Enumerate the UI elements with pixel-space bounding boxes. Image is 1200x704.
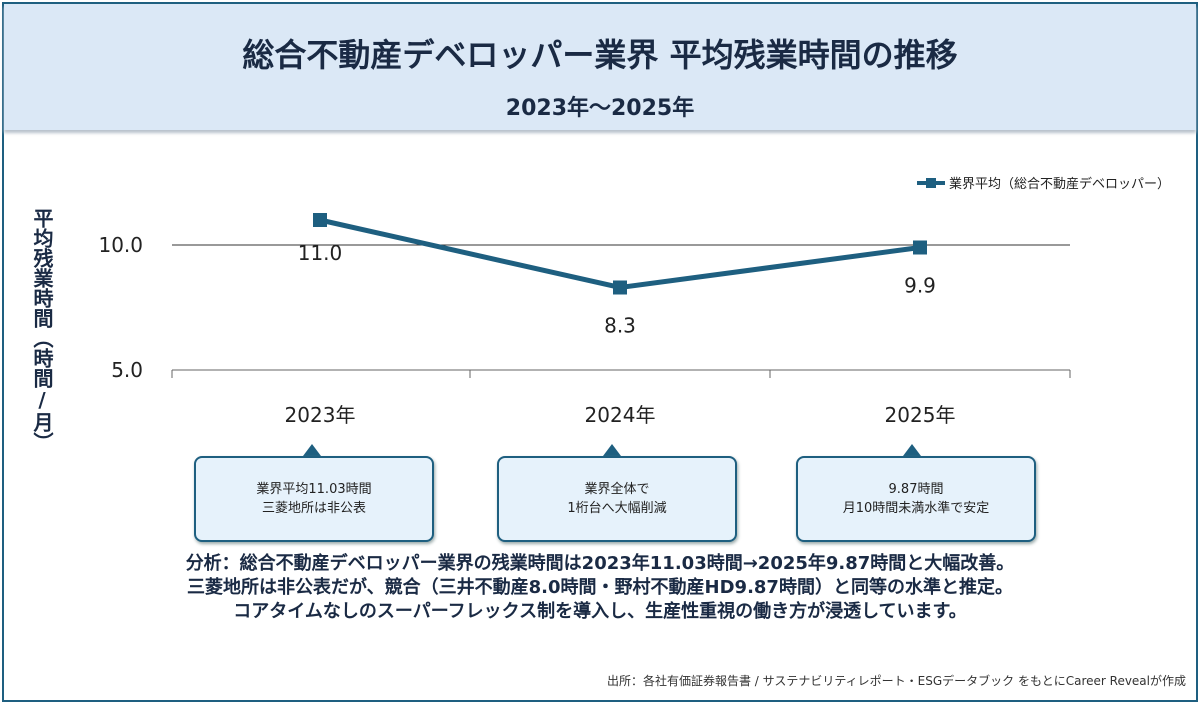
- source-note: 出所：各社有価証券報告書 / サステナビリティレポート・ESGデータブック をも…: [606, 674, 1186, 688]
- data-label: 8.3: [604, 314, 636, 338]
- x-tick-label: 2025年: [885, 403, 956, 427]
- note-line: 業界全体で: [584, 482, 650, 497]
- analysis-line: 分析：総合不動産デベロッパー業界の残業時間は2023年11.03時間→2025年…: [185, 553, 1015, 574]
- y-tick-label: 10.0: [98, 233, 143, 257]
- note-box-2024: 業界全体で 1桁台へ大幅削減: [497, 456, 737, 542]
- y-tick-label: 5.0: [111, 358, 143, 382]
- x-tick-label: 2023年: [285, 403, 356, 427]
- note-box-2023: 業界平均11.03時間 三菱地所は非公表: [194, 456, 434, 542]
- note-line: 9.87時間: [888, 482, 944, 497]
- data-point: [913, 240, 927, 255]
- note-box-2025: 9.87時間 月10時間未満水準で安定: [796, 456, 1036, 542]
- note-line: 三菱地所は非公表: [261, 501, 366, 516]
- note-pointer: [603, 444, 621, 456]
- header: 総合不動産デベロッパー業界 平均残業時間の推移 2023年〜2025年: [4, 4, 1196, 130]
- note-line: 月10時間未満水準で安定: [842, 501, 990, 516]
- legend-label: 業界平均（総合不動産デベロッパー）: [948, 177, 1170, 192]
- x-tick-label: 2024年: [585, 403, 656, 427]
- data-point: [313, 213, 327, 227]
- note-line: 業界平均11.03時間: [256, 482, 372, 497]
- legend: 業界平均（総合不動産デベロッパー）: [916, 173, 1170, 192]
- note-pointer: [903, 444, 921, 456]
- page-subtitle: 2023年〜2025年: [505, 96, 695, 121]
- legend-marker-icon: [916, 177, 945, 188]
- analysis-line: コアタイムなしのスーパーフレックス制を導入し、生産性重視の働き方が浸透しています…: [233, 601, 967, 622]
- note-pointer: [303, 444, 321, 456]
- data-point: [613, 280, 627, 295]
- note-line: 1桁台へ大幅削減: [567, 501, 667, 516]
- data-label: 9.9: [904, 274, 936, 298]
- data-label: 11.0: [298, 241, 343, 265]
- page-title: 総合不動産デベロッパー業界 平均残業時間の推移: [242, 36, 958, 74]
- y-axis-label: 平均残業時間（時間/月）: [30, 208, 54, 452]
- analysis-line: 三菱地所は非公表だが、競合（三井不動産8.0時間・野村不動産HD9.87時間）と…: [187, 577, 1013, 598]
- analysis-text: 分析：総合不動産デベロッパー業界の残業時間は2023年11.03時間→2025年…: [0, 552, 1200, 624]
- series-line: [319, 217, 921, 291]
